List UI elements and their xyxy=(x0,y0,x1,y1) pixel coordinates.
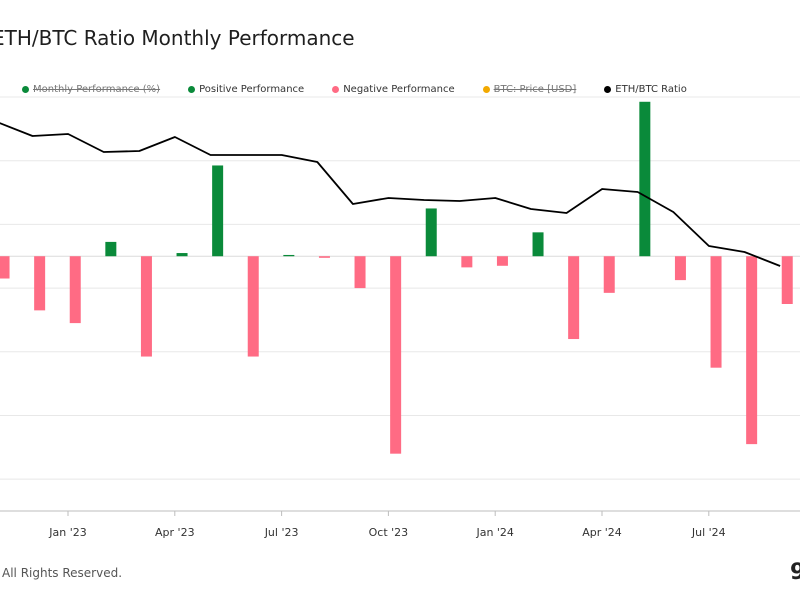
legend-item-monthly-performance[interactable]: Monthly Performance (%) xyxy=(22,84,160,95)
legend-label: ETH/BTC Ratio xyxy=(615,83,687,95)
positive-bar xyxy=(532,232,544,257)
x-tick-label: Jan '24 xyxy=(475,526,513,539)
legend-dot-icon xyxy=(22,85,29,93)
positive-bar xyxy=(105,241,117,257)
eth-btc-ratio-line xyxy=(0,122,781,267)
x-tick-label: Oct '23 xyxy=(369,526,409,539)
positive-bar xyxy=(283,254,295,257)
legend-item-negative-performance[interactable]: Negative Performance xyxy=(332,83,455,95)
positive-bar xyxy=(176,253,188,257)
legend-label: BTC: Price [USD] xyxy=(493,83,577,95)
copyright-footer: All Rights Reserved. xyxy=(2,566,123,580)
negative-bar xyxy=(247,256,259,357)
legend-item-positive-performance[interactable]: Positive Performance xyxy=(188,84,304,95)
legend-dot-icon xyxy=(482,85,490,93)
negative-bar xyxy=(674,256,686,281)
negative-bar xyxy=(140,256,152,357)
negative-bar xyxy=(568,256,580,340)
positive-bar xyxy=(639,101,651,257)
negative-bar xyxy=(781,256,793,304)
legend-dot-icon xyxy=(604,85,612,93)
legend-item-eth-btc-ratio[interactable]: ETH/BTC Ratio xyxy=(604,84,687,95)
negative-bar xyxy=(390,256,402,454)
brand-glyph: 9 xyxy=(790,560,800,585)
negative-bar xyxy=(603,256,615,293)
legend-dot-icon xyxy=(332,85,340,93)
chart-legend: Monthly Performance (%) Positive Perform… xyxy=(0,82,715,96)
negative-bar xyxy=(496,256,508,266)
x-tick-label: Jul '24 xyxy=(691,526,726,539)
negative-bar xyxy=(354,256,366,289)
x-tick-label: Jan '23 xyxy=(48,526,86,539)
negative-bar xyxy=(69,256,81,324)
x-tick-label: Apr '23 xyxy=(155,526,195,539)
positive-bar xyxy=(425,208,437,257)
legend-dot-icon xyxy=(188,85,196,93)
negative-bar xyxy=(318,256,330,258)
positive-bar xyxy=(212,165,224,257)
chart-title: ETH/BTC Ratio Monthly Performance xyxy=(0,26,355,50)
negative-bar xyxy=(461,256,473,268)
legend-label: Negative Performance xyxy=(343,83,455,95)
x-tick-label: Apr '24 xyxy=(582,526,622,539)
negative-bar xyxy=(710,256,722,368)
negative-bar xyxy=(34,256,46,311)
legend-label: Monthly Performance (%) xyxy=(33,83,161,95)
legend-label: Positive Performance xyxy=(199,83,305,95)
negative-bar xyxy=(746,256,758,445)
x-tick-label: Jul '23 xyxy=(264,526,299,539)
negative-bar xyxy=(0,256,10,279)
legend-item-btc-price[interactable]: BTC: Price [USD] xyxy=(482,83,577,95)
